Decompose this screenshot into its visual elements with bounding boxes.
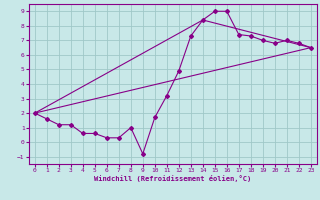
X-axis label: Windchill (Refroidissement éolien,°C): Windchill (Refroidissement éolien,°C) — [94, 175, 252, 182]
